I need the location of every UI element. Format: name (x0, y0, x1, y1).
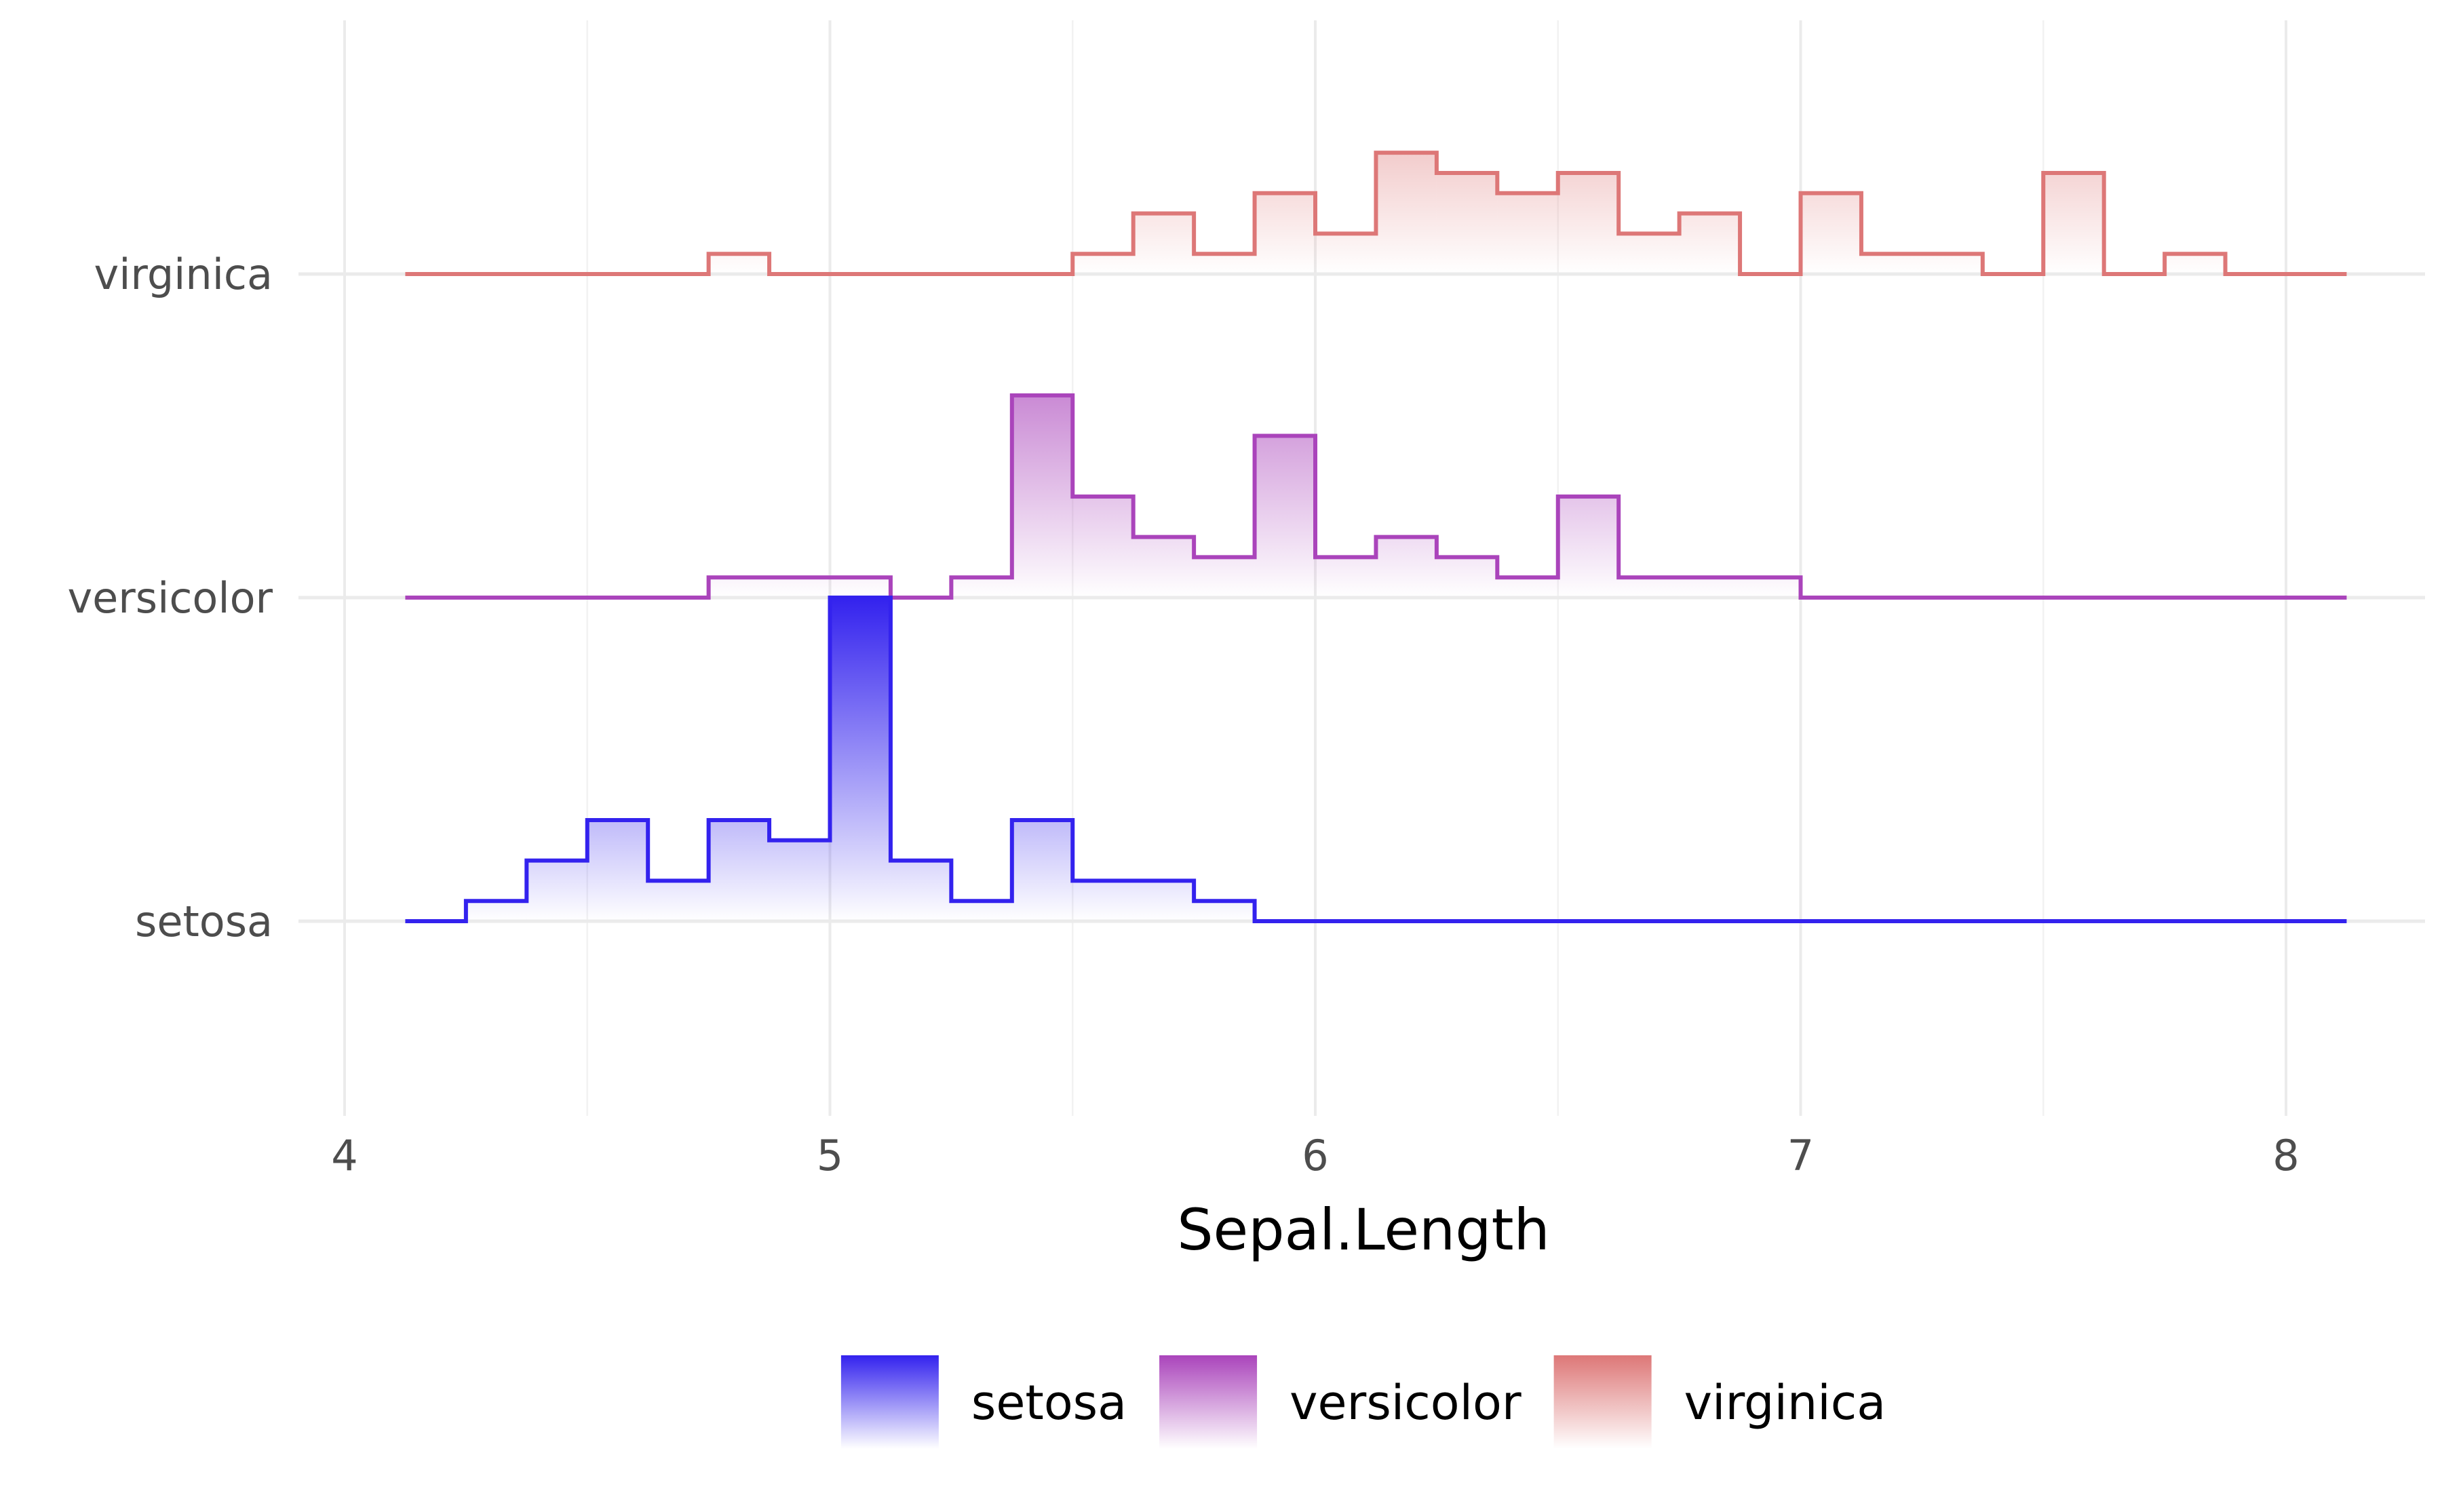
legend-key-versicolor (1159, 1355, 1258, 1449)
legend-label-versicolor: versicolor (1290, 1375, 1522, 1431)
bar-virginica-4.75 (708, 254, 770, 274)
bar-versicolor-5.25 (951, 577, 1012, 598)
y-axis-ticks: setosa versicolor virginica (67, 250, 273, 946)
bar-virginica-6.25 (1436, 172, 1498, 274)
bar-versicolor-4.75 (708, 577, 770, 598)
bar-setosa-5.375 (1011, 819, 1073, 921)
bar-versicolor-5.375 (1011, 395, 1073, 598)
bar-versicolor-6.375 (1497, 577, 1558, 598)
ridge-outline-setosa (405, 596, 2347, 923)
bar-setosa-4.875 (769, 840, 830, 921)
bar-virginica-7.75 (2165, 254, 2226, 274)
bar-versicolor-5 (830, 577, 891, 598)
x-tick-label-7: 7 (1787, 1131, 1814, 1180)
x-tick-label-8: 8 (2272, 1131, 2299, 1180)
ridge-outline-virginica (405, 151, 2347, 276)
bar-virginica-6.125 (1376, 153, 1437, 274)
bar-virginica-6.625 (1619, 233, 1680, 274)
legend-item-versicolor: versicolor (1159, 1355, 1522, 1449)
bar-versicolor-5.75 (1194, 557, 1255, 598)
bar-versicolor-6.875 (1740, 577, 1801, 598)
bar-setosa-5.75 (1194, 901, 1255, 921)
legend-label-virginica: virginica (1684, 1375, 1886, 1431)
bar-virginica-7 (1800, 193, 1861, 274)
bar-setosa-5.625 (1133, 880, 1195, 921)
bar-virginica-6.75 (1679, 213, 1741, 274)
bar-virginica-7.25 (1922, 254, 1983, 274)
legend-item-setosa: setosa (840, 1355, 1127, 1449)
bar-versicolor-4.875 (769, 577, 830, 598)
bar-virginica-5.5 (1072, 254, 1133, 274)
legend-key-setosa (840, 1355, 939, 1449)
x-tick-label-6: 6 (1302, 1131, 1328, 1180)
ridges (405, 151, 2347, 923)
y-tick-label-virginica: virginica (94, 250, 273, 299)
legend-key-virginica (1553, 1355, 1652, 1449)
bar-virginica-5.625 (1133, 213, 1195, 274)
x-tick-label-5: 5 (817, 1131, 843, 1180)
bar-virginica-7.5 (2043, 172, 2104, 274)
ridge-outline-versicolor (405, 393, 2347, 600)
bar-setosa-4.75 (708, 819, 770, 921)
bar-virginica-6.375 (1497, 193, 1558, 274)
bar-setosa-5.25 (951, 901, 1012, 921)
bar-virginica-5.875 (1254, 193, 1315, 274)
y-tick-label-setosa: setosa (135, 897, 273, 946)
bar-setosa-5.5 (1072, 880, 1133, 921)
bar-versicolor-6.625 (1619, 577, 1680, 598)
legend-item-virginica: virginica (1553, 1355, 1886, 1449)
ridge-versicolor (405, 393, 2347, 600)
bar-versicolor-6.5 (1557, 496, 1619, 598)
bar-setosa-5.125 (890, 860, 952, 921)
bar-versicolor-6.25 (1436, 557, 1498, 598)
x-axis-ticks: 4 5 6 7 8 (331, 1131, 2299, 1180)
bar-virginica-5.75 (1194, 254, 1255, 274)
bar-setosa-4.25 (465, 901, 527, 921)
y-tick-label-versicolor: versicolor (67, 573, 273, 623)
bar-virginica-6 (1315, 233, 1376, 274)
bar-setosa-4.625 (648, 880, 709, 921)
bar-setosa-4.375 (526, 860, 587, 921)
bar-versicolor-6.75 (1679, 577, 1741, 598)
legend: setosa versicolor virginica (840, 1355, 1886, 1449)
bar-setosa-4.5 (587, 819, 648, 921)
bar-versicolor-5.5 (1072, 496, 1133, 598)
bar-versicolor-5.625 (1133, 537, 1195, 598)
bar-setosa-5 (830, 598, 891, 921)
bar-virginica-7.125 (1861, 254, 1922, 274)
x-axis-title: Sepal.Length (1177, 1197, 1550, 1263)
bar-virginica-6.5 (1557, 172, 1619, 274)
x-tick-label-4: 4 (331, 1131, 357, 1180)
ridge-setosa (405, 596, 2347, 923)
legend-label-setosa: setosa (971, 1375, 1127, 1431)
bar-versicolor-5.875 (1254, 435, 1315, 598)
bar-versicolor-6.125 (1376, 537, 1437, 598)
ridge-virginica (405, 151, 2347, 276)
bar-versicolor-6 (1315, 557, 1376, 598)
